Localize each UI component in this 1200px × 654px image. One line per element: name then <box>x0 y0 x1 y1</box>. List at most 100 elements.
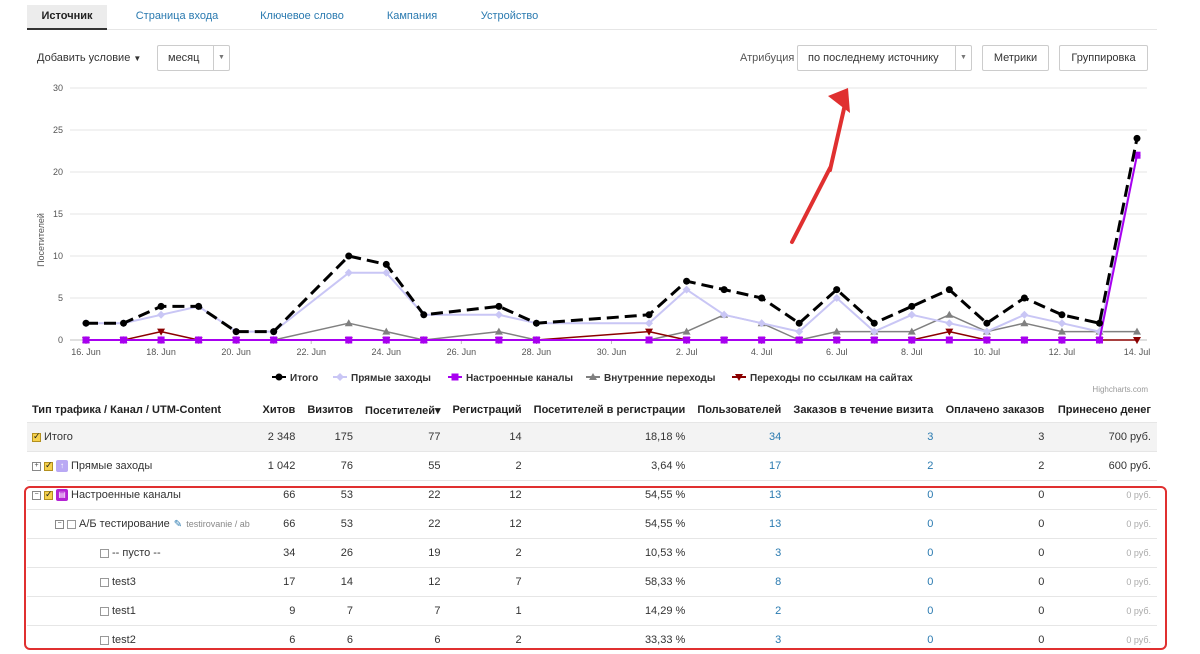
data-point[interactable] <box>533 337 540 344</box>
data-point[interactable] <box>345 253 352 260</box>
col-paid-orders[interactable]: Оплачено заказов <box>939 398 1050 423</box>
checkbox[interactable] <box>100 578 109 587</box>
data-point[interactable] <box>157 311 165 319</box>
data-point[interactable] <box>871 337 878 344</box>
legend-marker[interactable] <box>336 373 344 381</box>
data-point[interactable] <box>983 320 990 327</box>
data-point[interactable] <box>420 337 427 344</box>
data-point[interactable] <box>195 303 202 310</box>
data-point[interactable] <box>1021 337 1028 344</box>
data-point[interactable] <box>495 328 503 335</box>
data-point[interactable] <box>646 311 653 318</box>
data-point[interactable] <box>233 337 240 344</box>
data-point[interactable] <box>495 311 503 319</box>
data-point[interactable] <box>796 337 803 344</box>
edit-icon[interactable]: ✎ <box>174 519 182 530</box>
data-point[interactable] <box>1058 337 1065 344</box>
data-point[interactable] <box>83 320 90 327</box>
cell-users-link[interactable]: 13 <box>691 510 787 539</box>
data-point[interactable] <box>946 286 953 293</box>
cell-orders-link[interactable]: 0 <box>787 568 939 597</box>
data-point[interactable] <box>758 295 765 302</box>
checkbox[interactable] <box>67 520 76 529</box>
data-point[interactable] <box>383 337 390 344</box>
grouping-button[interactable]: Группировка <box>1059 45 1148 71</box>
data-point[interactable] <box>233 328 240 335</box>
data-point[interactable] <box>758 337 765 344</box>
data-point[interactable] <box>721 286 728 293</box>
data-point[interactable] <box>983 337 990 344</box>
legend-item[interactable]: Настроенные каналы <box>448 373 573 384</box>
col-users[interactable]: Пользователей <box>691 398 787 423</box>
cell-orders-link[interactable]: 0 <box>787 510 939 539</box>
cell-orders-link[interactable]: 0 <box>787 597 939 626</box>
cell-orders-link[interactable]: 0 <box>787 481 939 510</box>
data-point[interactable] <box>83 337 90 344</box>
checkbox[interactable] <box>100 549 109 558</box>
legend-item[interactable]: Итого <box>272 373 318 384</box>
data-point[interactable] <box>908 303 915 310</box>
cell-users-link[interactable]: 13 <box>691 481 787 510</box>
col-visitor-to-registration[interactable]: Посетителей в регистрации <box>528 398 692 423</box>
data-point[interactable] <box>683 278 690 285</box>
checkbox[interactable] <box>44 491 53 500</box>
col-traffic-type[interactable]: Тип трафика / Канал / UTM-Content <box>27 398 256 423</box>
data-point[interactable] <box>683 337 690 344</box>
cell-orders-link[interactable]: 0 <box>787 626 939 654</box>
data-point[interactable] <box>158 337 165 344</box>
expand-icon[interactable]: + <box>32 462 41 471</box>
cell-users-link[interactable]: 2 <box>691 597 787 626</box>
data-point[interactable] <box>646 337 653 344</box>
data-point[interactable] <box>1021 295 1028 302</box>
cell-orders-link[interactable]: 0 <box>787 539 939 568</box>
attribution-select[interactable]: по последнему источнику ▼ <box>797 45 972 71</box>
checkbox[interactable] <box>100 607 109 616</box>
data-point[interactable] <box>270 328 277 335</box>
tab-device[interactable]: Устройство <box>467 5 552 29</box>
checkbox[interactable] <box>44 462 53 471</box>
data-point[interactable] <box>908 311 916 319</box>
period-select[interactable]: месяц ▼ <box>157 45 230 71</box>
checkbox[interactable] <box>100 636 109 645</box>
cell-orders-link[interactable]: 2 <box>787 452 939 481</box>
data-point[interactable] <box>533 320 540 327</box>
data-point[interactable] <box>721 337 728 344</box>
cell-users-link[interactable]: 3 <box>691 539 787 568</box>
col-registrations[interactable]: Регистраций <box>447 398 528 423</box>
legend-marker[interactable] <box>276 374 283 381</box>
legend-item[interactable]: Прямые заходы <box>333 373 431 384</box>
data-point[interactable] <box>195 337 202 344</box>
checkbox[interactable] <box>32 433 41 442</box>
data-point[interactable] <box>158 303 165 310</box>
data-point[interactable] <box>908 337 915 344</box>
data-point[interactable] <box>120 337 127 344</box>
legend-item[interactable]: Переходы по ссылкам на сайтах <box>732 373 913 384</box>
cell-orders-link[interactable]: 3 <box>787 423 939 452</box>
data-point[interactable] <box>945 319 953 327</box>
add-condition-button[interactable]: Добавить условие▼ <box>37 52 141 64</box>
legend-marker[interactable] <box>452 374 459 381</box>
col-visitors[interactable]: Посетителей▾ <box>359 398 446 423</box>
data-point[interactable] <box>345 337 352 344</box>
data-point[interactable] <box>1134 135 1141 142</box>
cell-users-link[interactable]: 8 <box>691 568 787 597</box>
data-point[interactable] <box>270 337 277 344</box>
data-point[interactable] <box>383 261 390 268</box>
data-point[interactable] <box>495 303 502 310</box>
col-orders-in-visit[interactable]: Заказов в течение визита <box>787 398 939 423</box>
tab-landing-page[interactable]: Страница входа <box>122 5 232 29</box>
data-point[interactable] <box>946 337 953 344</box>
tab-source[interactable]: Источник <box>27 5 107 30</box>
data-point[interactable] <box>833 286 840 293</box>
data-point[interactable] <box>120 320 127 327</box>
data-point[interactable] <box>945 311 953 318</box>
data-point[interactable] <box>833 337 840 344</box>
data-point[interactable] <box>1020 319 1028 326</box>
data-point[interactable] <box>1020 311 1028 319</box>
data-point[interactable] <box>796 320 803 327</box>
data-point[interactable] <box>1096 320 1103 327</box>
col-hits[interactable]: Хитов <box>256 398 301 423</box>
col-revenue[interactable]: Принесено денег <box>1050 398 1157 423</box>
data-point[interactable] <box>345 319 353 326</box>
collapse-icon[interactable]: − <box>55 520 64 529</box>
